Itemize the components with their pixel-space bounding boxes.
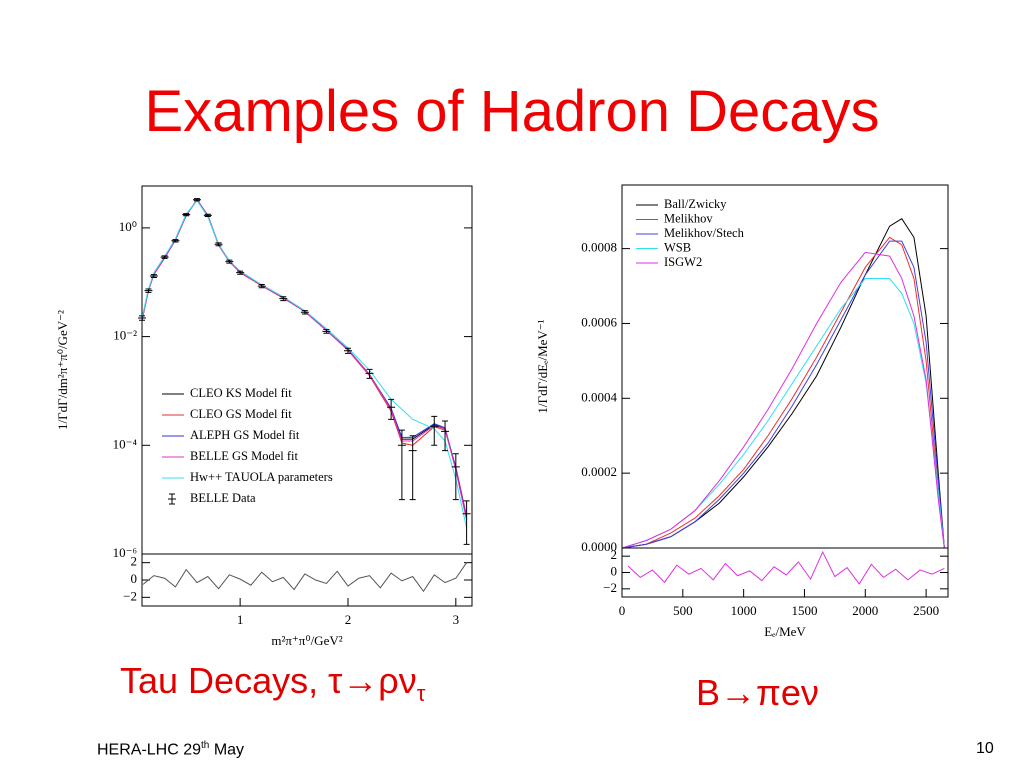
legend-label: ALEPH GS Model fit xyxy=(190,428,300,442)
plot-frame xyxy=(621,547,949,598)
x-tick-label: 500 xyxy=(673,603,693,618)
legend-label: ISGW2 xyxy=(664,255,702,269)
caption-sub: τ xyxy=(416,681,426,707)
data-point xyxy=(182,213,191,217)
caption-left: Tau Decays, τ→ρντ xyxy=(120,660,426,707)
data-point xyxy=(441,420,450,452)
data-point xyxy=(397,429,406,501)
series-line xyxy=(621,240,945,549)
data-point xyxy=(193,198,201,202)
page-number: 10 xyxy=(976,740,994,757)
y-tick-label: 0.0004 xyxy=(581,389,617,404)
y-tick-label: 0.0006 xyxy=(581,314,617,329)
legend-label: CLEO KS Model fit xyxy=(190,386,292,400)
legend-label: Hw++ TAUOLA parameters xyxy=(190,470,333,484)
y-tick-label: 10⁻⁶ xyxy=(113,545,137,560)
series-line xyxy=(621,251,945,549)
x-tick-label: 2500 xyxy=(913,603,939,618)
x-tick-label: 2 xyxy=(345,612,352,627)
y-tick-label: 0 xyxy=(131,571,138,586)
data-point xyxy=(225,259,234,264)
y-tick-label: 10⁻² xyxy=(113,328,137,343)
plot-frame xyxy=(621,184,949,549)
data-point xyxy=(171,239,180,243)
data-point xyxy=(279,296,288,302)
y-tick-label: −2 xyxy=(123,588,137,603)
legend-label: BELLE GS Model fit xyxy=(190,449,299,463)
caption-text: Tau Decays, τ→ρν xyxy=(120,660,417,701)
data-point xyxy=(387,398,396,420)
data-point xyxy=(322,329,331,334)
data-point xyxy=(462,500,471,545)
x-tick-label: 1000 xyxy=(731,603,757,618)
plot-frame xyxy=(141,553,473,607)
series-line xyxy=(621,236,945,549)
data-point xyxy=(203,213,212,218)
data-point xyxy=(160,255,169,259)
x-tick-label: 3 xyxy=(453,612,460,627)
plot-frame xyxy=(141,185,473,555)
data-point xyxy=(257,283,266,289)
y-tick-label: 2 xyxy=(131,554,138,569)
legend-label: Ball/Zwicky xyxy=(664,197,727,211)
y-tick-label: 0 xyxy=(611,563,618,578)
x-axis-label: Eₑ/MeV xyxy=(764,624,806,639)
footer-sup: th xyxy=(201,740,210,751)
y-tick-label: −2 xyxy=(603,580,617,595)
y-tick-label: 0.0002 xyxy=(581,464,617,479)
caption-right: B→πeν xyxy=(696,672,819,713)
x-tick-label: 0 xyxy=(619,603,626,618)
legend-marker xyxy=(168,493,176,505)
y-tick-label: 0.0008 xyxy=(581,240,617,255)
legend-label: WSB xyxy=(664,240,691,254)
data-point xyxy=(236,270,245,275)
legend-label: CLEO GS Model fit xyxy=(190,407,292,421)
data-point xyxy=(451,453,460,501)
y-tick-label: 10⁻⁴ xyxy=(113,436,138,451)
data-point xyxy=(343,347,352,354)
x-axis-label: m²π⁺π⁰/GeV² xyxy=(271,633,342,648)
data-point xyxy=(300,310,309,315)
legend-label: Melikhov/Stech xyxy=(664,226,745,240)
data-point xyxy=(214,242,223,247)
data-point xyxy=(365,368,374,379)
slide-title: Examples of Hadron Decays xyxy=(144,79,880,144)
y-axis-label: 1/ΓdΓ/dEₑ/MeV⁻¹ xyxy=(535,319,550,413)
x-tick-label: 1 xyxy=(237,612,244,627)
y-axis-label: 1/ΓdΓ/dm²π⁺π⁰/GeV⁻² xyxy=(55,310,70,430)
data-point xyxy=(149,274,158,279)
y-tick-label: 2 xyxy=(611,547,618,562)
y-tick-label: 0.0000 xyxy=(581,539,617,554)
series-line xyxy=(627,550,945,585)
legend-label: Melikhov xyxy=(664,211,713,225)
footer-text: HERA-LHC 29 xyxy=(97,741,202,759)
legend-label: BELLE Data xyxy=(190,491,256,505)
y-tick-label: 10⁰ xyxy=(119,219,137,234)
footer-rest: May xyxy=(209,741,245,759)
data-point xyxy=(144,288,153,293)
data-point xyxy=(430,415,439,446)
footer: HERA-LHC 29th May xyxy=(97,740,244,759)
series-line xyxy=(142,562,468,593)
x-tick-label: 1500 xyxy=(791,603,817,618)
data-point xyxy=(408,435,417,501)
x-tick-label: 2000 xyxy=(852,603,878,618)
data-point xyxy=(138,315,146,321)
